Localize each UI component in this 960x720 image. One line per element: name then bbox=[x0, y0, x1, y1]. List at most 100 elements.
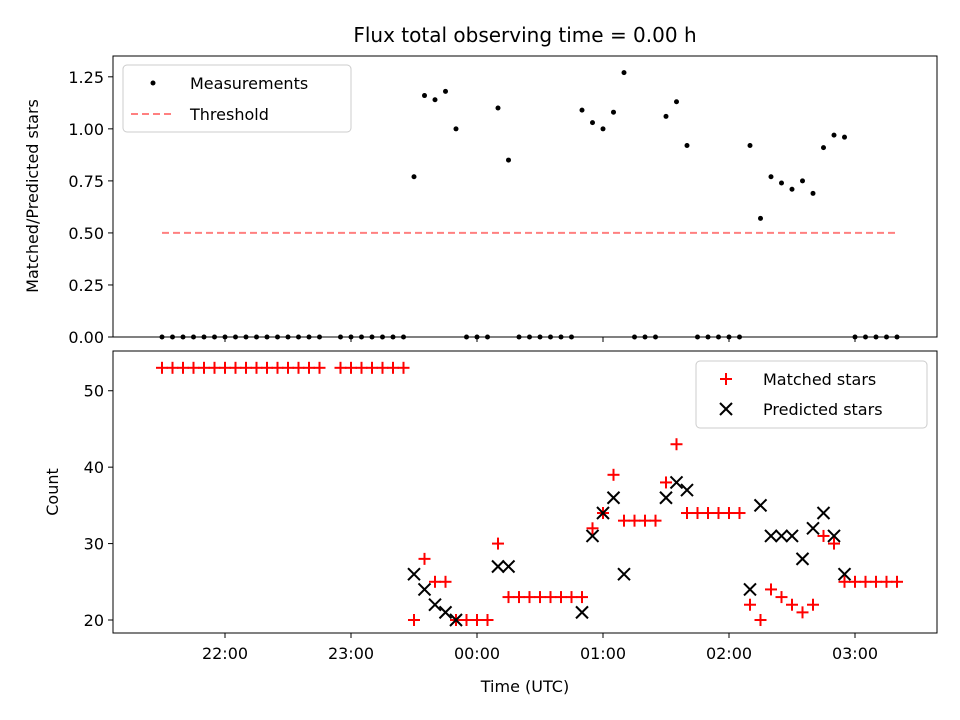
predicted-star-point bbox=[837, 567, 852, 581]
predicted-star-point bbox=[596, 506, 610, 520]
measurement-point bbox=[842, 134, 847, 140]
bottom-y-axis-label: Count bbox=[43, 468, 62, 516]
top-y-tick-label: 0.50 bbox=[68, 224, 104, 243]
measurement-point bbox=[663, 113, 669, 119]
matched-stars-legend-marker bbox=[720, 373, 732, 385]
predicted-star-point bbox=[428, 598, 442, 612]
measurement-point bbox=[443, 88, 448, 94]
matched-star-point bbox=[366, 361, 378, 374]
matched-star-point bbox=[240, 361, 252, 374]
matched-star-point bbox=[880, 575, 893, 588]
measurement-point bbox=[453, 126, 459, 132]
predicted-star-point bbox=[585, 529, 600, 543]
matched-star-point bbox=[198, 361, 210, 374]
predicted-star-point bbox=[753, 498, 768, 513]
x-tick-label: 01:00 bbox=[580, 644, 626, 663]
predicted-stars-legend-marker bbox=[719, 402, 733, 416]
x-tick-label: 22:00 bbox=[202, 644, 248, 663]
matched-stars-legend-label: Matched stars bbox=[763, 370, 876, 389]
matched-star-point bbox=[513, 591, 525, 604]
matched-star-point bbox=[460, 614, 473, 627]
matched-star-point bbox=[492, 537, 504, 550]
predicted-star-point bbox=[659, 491, 673, 505]
x-tick-label: 03:00 bbox=[832, 644, 878, 663]
predicted-star-point bbox=[806, 521, 820, 536]
matched-star-point bbox=[229, 361, 242, 374]
matched-star-point bbox=[712, 507, 725, 520]
matched-star-point bbox=[859, 575, 872, 588]
matched-star-point bbox=[649, 514, 662, 527]
matched-star-point bbox=[292, 361, 305, 374]
x-tick-label: 02:00 bbox=[706, 644, 752, 663]
bottom-y-tick-label: 20 bbox=[84, 611, 104, 630]
bottom-legend: Matched stars Predicted stars bbox=[695, 360, 928, 429]
measurement-point bbox=[831, 132, 837, 138]
measurement-point bbox=[779, 180, 784, 186]
matched-star-point bbox=[397, 361, 410, 374]
measurement-point bbox=[506, 157, 511, 163]
bottom-axes-frame bbox=[112, 350, 938, 634]
predicted-star-point bbox=[501, 559, 516, 574]
matched-star-point bbox=[838, 575, 851, 588]
top-legend: Measurements Threshold bbox=[122, 64, 352, 133]
matched-star-point bbox=[282, 361, 294, 374]
matched-star-point bbox=[744, 598, 756, 611]
top-y-tick-label: 0.25 bbox=[68, 276, 104, 295]
matched-star-point bbox=[723, 507, 735, 520]
matched-star-point bbox=[702, 507, 714, 520]
matched-star-point bbox=[208, 361, 221, 374]
predicted-star-point bbox=[491, 559, 505, 574]
matched-star-point bbox=[691, 507, 704, 520]
bottom-y-tick-label: 30 bbox=[84, 535, 104, 554]
matched-star-point bbox=[502, 591, 515, 604]
matched-star-point bbox=[576, 591, 588, 604]
matched-star-point bbox=[586, 522, 599, 535]
measurement-point bbox=[411, 174, 417, 180]
matched-star-point bbox=[219, 361, 231, 374]
matched-star-point bbox=[156, 361, 168, 374]
top-y-axis-label: Matched/Predicted stars bbox=[23, 99, 42, 293]
measurement-point bbox=[611, 109, 616, 115]
matched-star-point bbox=[303, 361, 315, 374]
predicted-star-point bbox=[743, 582, 757, 597]
predicted-star-point bbox=[816, 506, 831, 520]
bottom-y-tick-label: 40 bbox=[84, 458, 104, 477]
matched-star-point bbox=[250, 361, 263, 374]
measurement-point bbox=[621, 70, 627, 76]
matched-star-point bbox=[639, 514, 651, 527]
top-axes-frame bbox=[112, 55, 938, 338]
matched-star-point bbox=[177, 361, 189, 374]
predicted-star-point bbox=[774, 529, 789, 543]
flux-ratio-plot: 0.00 0.25 0.50 0.75 1.00 1.25 bbox=[68, 68, 900, 347]
matched-star-point bbox=[355, 361, 368, 374]
matched-star-point bbox=[345, 361, 357, 374]
matched-star-point bbox=[891, 575, 903, 588]
measurement-point bbox=[821, 145, 826, 151]
x-tick-label: 23:00 bbox=[328, 644, 374, 663]
measurement-point bbox=[768, 174, 774, 180]
measurement-point bbox=[495, 105, 501, 111]
top-y-tick-label: 0.75 bbox=[68, 172, 104, 191]
matched-star-point bbox=[628, 514, 641, 527]
matched-star-point bbox=[429, 575, 441, 588]
measurements-legend-label: Measurements bbox=[190, 74, 308, 93]
matched-star-point bbox=[544, 591, 557, 604]
measurement-point bbox=[789, 186, 795, 192]
matched-star-point bbox=[807, 598, 819, 611]
measurement-point bbox=[590, 120, 595, 126]
matched-star-point bbox=[271, 361, 284, 374]
matched-star-point bbox=[555, 591, 567, 604]
matched-star-point bbox=[828, 537, 840, 550]
bottom-legend-box bbox=[695, 360, 928, 429]
matched-star-point bbox=[565, 591, 578, 604]
matched-star-point bbox=[376, 361, 389, 374]
matched-star-point bbox=[796, 606, 809, 619]
top-y-tick-label: 1.25 bbox=[68, 68, 104, 87]
matched-star-point bbox=[418, 552, 431, 565]
top-legend-box bbox=[122, 64, 352, 133]
predicted-star-point bbox=[438, 605, 453, 620]
bottom-y-tick-label: 50 bbox=[84, 382, 104, 401]
matched-star-point bbox=[334, 361, 347, 374]
matched-star-point bbox=[618, 514, 630, 527]
predicted-star-point bbox=[795, 552, 810, 566]
